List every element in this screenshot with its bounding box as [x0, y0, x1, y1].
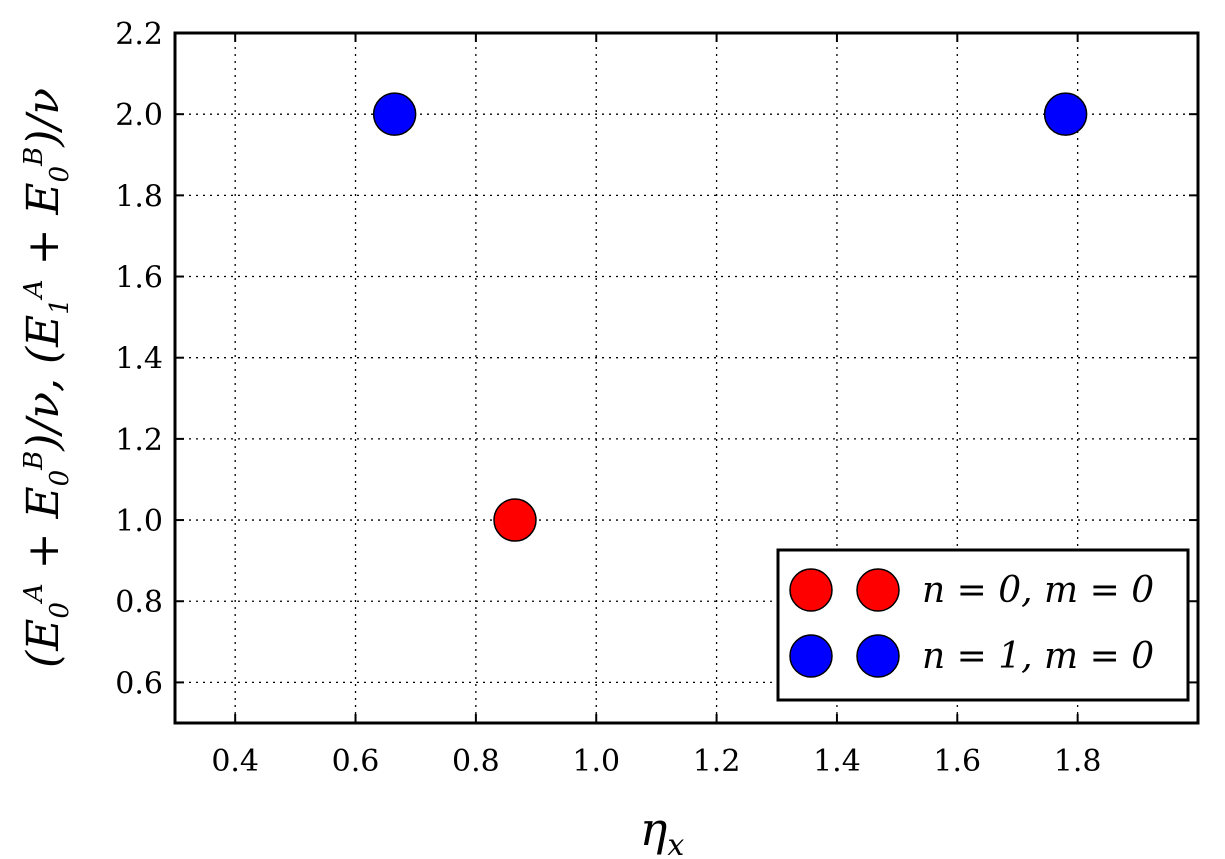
x-tick-label: 0.6 — [332, 744, 380, 779]
legend-box — [776, 548, 1190, 702]
legend-label-series-0: n = 0, m = 0 — [922, 570, 1154, 611]
data-point-series-1 — [1043, 92, 1088, 136]
y-tick-label: 1.6 — [115, 261, 163, 296]
data-point-series-0 — [493, 498, 537, 542]
x-tick-label: 0.8 — [452, 744, 500, 779]
x-tick-label: 1.0 — [572, 744, 620, 779]
legend: n = 0, m = 0 n = 1, m = 0 — [776, 548, 1190, 702]
data-point-series-1 — [372, 92, 417, 136]
y-axis-label: (E0A + E0B)/ν, (E1A + E0B)/ν — [18, 88, 75, 668]
legend-items: n = 0, m = 0 n = 1, m = 0 — [789, 568, 1154, 678]
legend-marker-series-1 — [856, 634, 900, 678]
legend-label-series-1: n = 1, m = 0 — [922, 636, 1154, 677]
y-tick-label: 2.0 — [115, 98, 163, 133]
x-axis-label: ηx — [640, 802, 685, 859]
x-tick-label: 1.8 — [1054, 744, 1102, 779]
legend-marker-series-0 — [856, 568, 900, 612]
y-tick-label: 1.8 — [115, 179, 163, 214]
y-tick-label: 0.6 — [115, 666, 163, 701]
x-tick-label: 1.6 — [933, 744, 981, 779]
legend-marker-series-0 — [789, 568, 833, 612]
x-tick-label: 1.2 — [693, 744, 741, 779]
y-tick-label: 2.2 — [115, 17, 163, 52]
x-tick-label: 0.4 — [211, 744, 259, 779]
y-tick-label: 0.8 — [115, 585, 163, 620]
y-tick-label: 1.4 — [115, 342, 163, 377]
y-tick-label: 1.2 — [115, 423, 163, 458]
x-axis-ticks: 0.4 0.6 0.8 1.0 1.2 1.4 1.6 1.8 — [211, 33, 1102, 779]
legend-marker-series-1 — [789, 634, 833, 678]
y-tick-label: 1.0 — [115, 504, 163, 539]
plot-frame — [173, 31, 1200, 725]
data-points — [372, 92, 1088, 542]
x-tick-label: 1.4 — [813, 744, 861, 779]
